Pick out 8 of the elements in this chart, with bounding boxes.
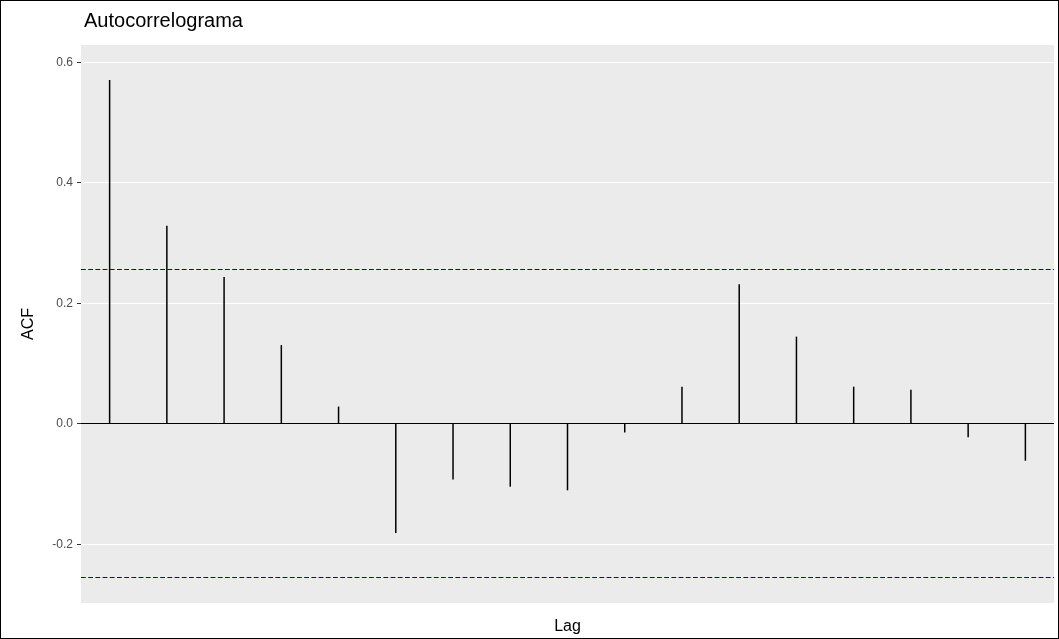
y-tick-label: -0.2 <box>52 536 74 551</box>
chart-title: Autocorrelograma <box>84 9 244 31</box>
y-tick-label: 0.0 <box>56 416 74 431</box>
x-axis-title: Lag <box>554 616 581 634</box>
y-axis-title: ACF <box>18 307 36 340</box>
y-tick-label: 0.6 <box>56 54 74 69</box>
y-tick-label: 0.4 <box>56 175 74 190</box>
y-tick-label: 0.2 <box>56 295 74 310</box>
